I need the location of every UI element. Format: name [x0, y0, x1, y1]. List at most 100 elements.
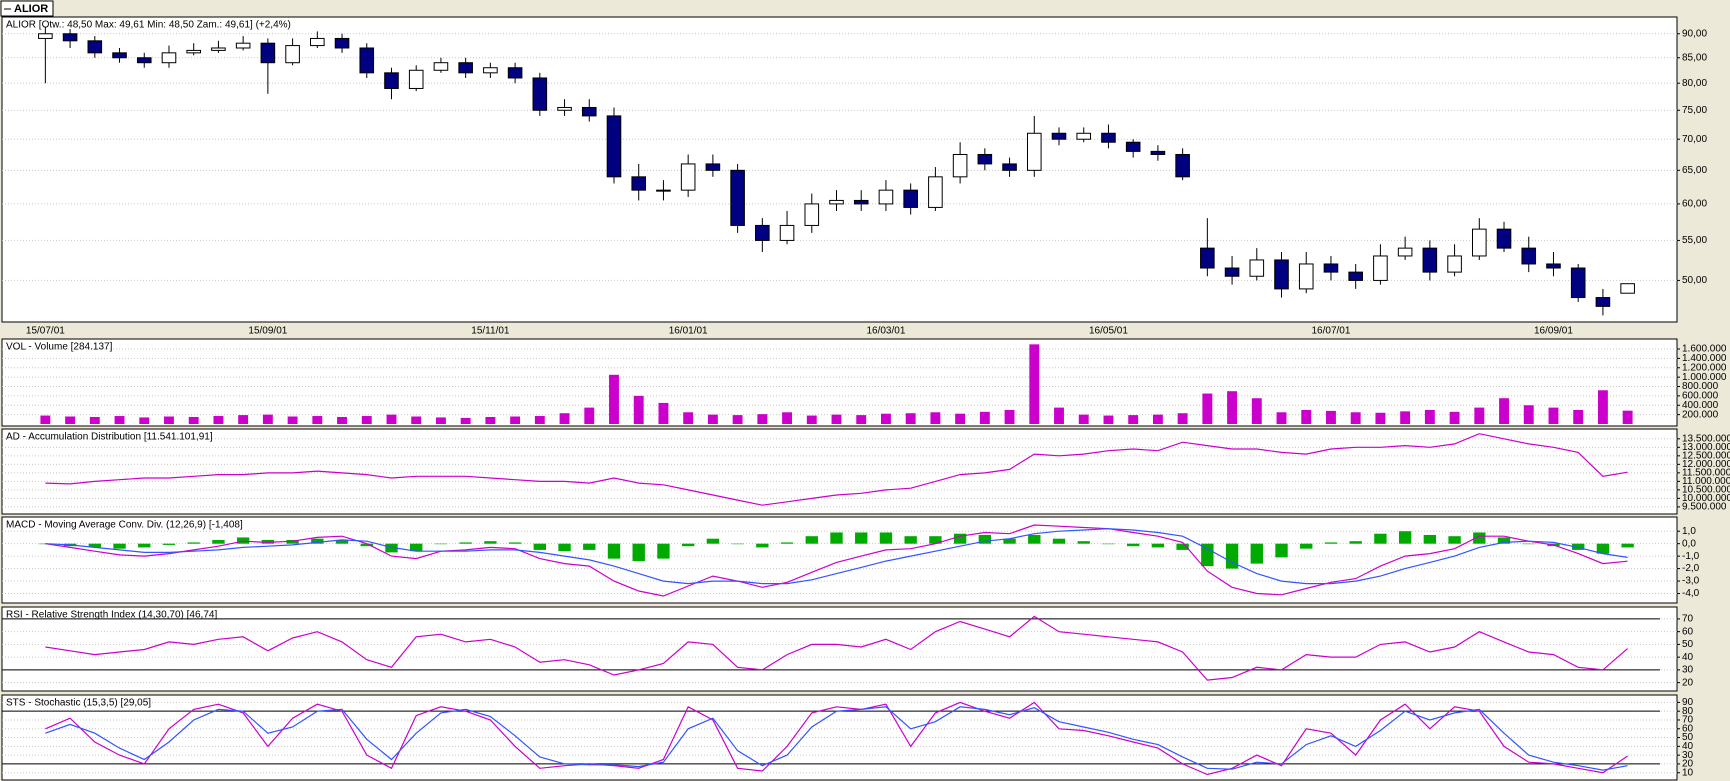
bar — [1473, 532, 1486, 544]
bar — [162, 543, 176, 545]
bar — [1324, 542, 1338, 544]
y-tick-label: 13.000.000 — [1682, 442, 1730, 453]
panel — [1, 16, 1678, 323]
x-tick-label: 16/09/01 — [1534, 326, 1573, 337]
bar — [633, 395, 644, 424]
bar — [681, 543, 695, 547]
bar — [1152, 414, 1163, 424]
candle-body — [458, 62, 473, 74]
candle-body — [260, 42, 276, 64]
y-tick-label: 9.500.000 — [1682, 502, 1727, 513]
bar — [1128, 415, 1139, 424]
bar — [707, 414, 718, 424]
panel-title: STS - Stochastic (15,3,5) [29,05] — [6, 698, 151, 709]
series-line — [45, 701, 1628, 776]
candle-body — [853, 199, 869, 205]
bar — [508, 542, 522, 544]
y-tick-label: 70 — [1682, 614, 1694, 625]
y-tick-label: -3,0 — [1682, 576, 1700, 587]
bar — [831, 414, 842, 424]
candle-body — [804, 203, 820, 226]
bar — [1202, 393, 1213, 424]
candle-body — [1570, 267, 1586, 299]
panel — [1, 428, 1678, 515]
bar — [164, 416, 174, 424]
bar — [1597, 390, 1608, 424]
y-tick-label: 60 — [1682, 723, 1694, 734]
y-tick-label: 10.000.000 — [1682, 493, 1730, 504]
bar — [609, 374, 619, 424]
candle-body — [557, 106, 572, 111]
bar — [1201, 543, 1214, 567]
bar — [782, 412, 792, 424]
y-tick-label: 600.000 — [1682, 391, 1719, 402]
bar — [1004, 409, 1015, 424]
y-tick-label: 60 — [1682, 626, 1694, 637]
bar — [1622, 410, 1633, 424]
candle-body — [656, 189, 671, 192]
bar — [558, 543, 571, 552]
bar — [1349, 541, 1362, 544]
bar — [756, 543, 769, 548]
bar — [1300, 543, 1313, 549]
bar — [830, 532, 843, 544]
y-tick-label: 0,0 — [1682, 538, 1696, 549]
bar — [1103, 415, 1114, 424]
panel — [1, 338, 1678, 427]
bar — [459, 542, 472, 544]
series-line — [45, 615, 1628, 681]
bar — [731, 543, 744, 545]
candle-body — [1447, 255, 1462, 273]
y-tick-label: -4,0 — [1682, 588, 1700, 599]
y-tick-label: 1,0 — [1682, 526, 1696, 537]
candle-body — [1298, 263, 1314, 290]
y-tick-label: 12.000.000 — [1682, 459, 1730, 470]
y-tick-label: 10 — [1682, 767, 1694, 778]
bar — [1374, 533, 1387, 544]
bar — [683, 412, 694, 424]
bar — [460, 417, 471, 424]
candle-body — [1373, 255, 1388, 281]
candle-body — [334, 37, 350, 49]
bar — [533, 543, 547, 550]
bar — [65, 416, 76, 424]
bar — [1052, 538, 1066, 544]
bar — [187, 542, 200, 544]
bar — [881, 413, 891, 424]
candle-body — [705, 163, 721, 171]
candle-body — [87, 40, 103, 54]
y-tick-label: 85,00 — [1682, 52, 1707, 63]
panel-title: AD - Accumulation Distribution [11.541.1… — [6, 432, 213, 443]
candle-body — [928, 176, 943, 208]
series-line — [45, 706, 1628, 771]
bar — [410, 543, 423, 552]
bar — [1474, 407, 1485, 424]
panel-title: ALIOR [Otw.: 48,50 Max: 49,61 Min: 48,50… — [6, 20, 291, 31]
y-tick-label: 50,00 — [1682, 275, 1707, 286]
candle-body — [829, 199, 844, 205]
bar — [114, 416, 125, 424]
x-tick-label: 16/05/01 — [1089, 326, 1128, 337]
y-tick-label: 12.500.000 — [1682, 450, 1730, 461]
bar — [1621, 543, 1634, 548]
candle-body — [408, 69, 424, 89]
bar — [434, 543, 448, 545]
bar — [1548, 407, 1559, 424]
tab[interactable] — [0, 0, 54, 17]
y-tick-label: 70 — [1682, 715, 1694, 726]
tab-label: ALIOR — [14, 3, 48, 15]
bar — [212, 539, 225, 544]
bar — [1078, 414, 1089, 424]
y-tick-label: 55,00 — [1682, 235, 1707, 246]
bar — [238, 415, 249, 424]
candle-body — [1026, 132, 1042, 171]
panel-title: RSI - Relative Strength Index (14,30,70)… — [6, 610, 217, 621]
bar — [1077, 541, 1090, 544]
candle-body — [680, 163, 696, 191]
x-tick-label: 15/09/01 — [248, 326, 287, 337]
bar — [287, 416, 298, 424]
bar — [1301, 409, 1312, 424]
bar — [1400, 411, 1411, 424]
y-tick-label: 11.000.000 — [1682, 476, 1730, 487]
